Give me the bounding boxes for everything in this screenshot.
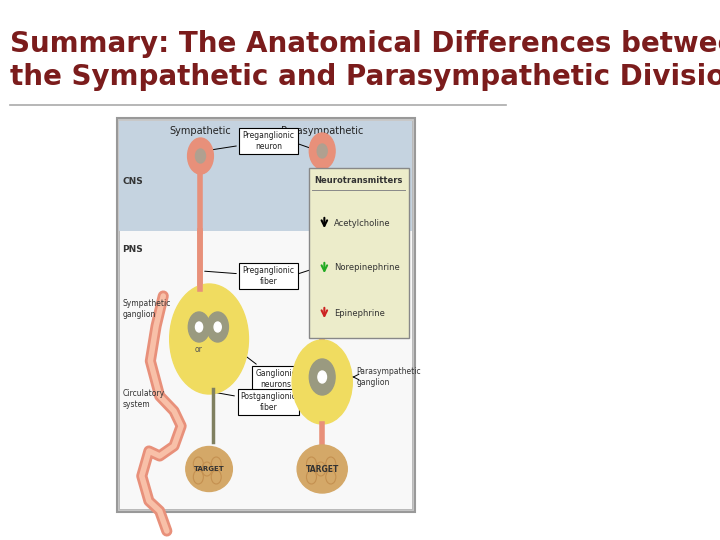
Circle shape [292,340,352,424]
Circle shape [207,312,228,342]
Circle shape [310,133,335,169]
Text: Sympathetic: Sympathetic [170,126,231,136]
Circle shape [310,359,335,395]
Circle shape [189,312,210,342]
Text: Norepinephrine: Norepinephrine [333,264,400,273]
Text: TARGET: TARGET [194,466,225,472]
Circle shape [188,138,213,174]
Text: Circulatory
system: Circulatory system [122,389,165,409]
Text: Parasympathetic: Parasympathetic [281,126,364,136]
Circle shape [195,149,205,163]
Circle shape [318,144,327,158]
Text: or: or [195,345,203,354]
Text: Epinephrine: Epinephrine [333,308,384,318]
FancyBboxPatch shape [117,118,415,512]
Text: CNS: CNS [122,177,143,186]
Text: Acetylcholine: Acetylcholine [333,219,390,227]
FancyBboxPatch shape [119,121,413,509]
Text: Sympathetic
ganglion: Sympathetic ganglion [122,299,171,319]
Circle shape [170,284,248,394]
Text: Preganglionic
fiber: Preganglionic fiber [204,266,294,286]
Text: Neurotransmitters: Neurotransmitters [315,176,403,185]
Text: Preganglionic
neuron: Preganglionic neuron [207,131,294,151]
Text: the Sympathetic and Parasympathetic Divisions: the Sympathetic and Parasympathetic Divi… [10,63,720,91]
Circle shape [195,322,202,332]
Text: TARGET: TARGET [305,464,339,474]
Text: Postganglionic
fiber: Postganglionic fiber [215,392,297,411]
Circle shape [318,371,326,383]
Circle shape [214,322,221,332]
Text: PNS: PNS [122,245,143,253]
Ellipse shape [297,445,347,493]
Text: Parasympathetic
ganglion: Parasympathetic ganglion [356,367,421,387]
Text: Summary: The Anatomical Differences between: Summary: The Anatomical Differences betw… [10,30,720,58]
FancyBboxPatch shape [309,168,409,338]
Ellipse shape [186,447,233,491]
FancyBboxPatch shape [119,121,413,231]
Text: Ganglionic
neurons: Ganglionic neurons [225,341,296,389]
